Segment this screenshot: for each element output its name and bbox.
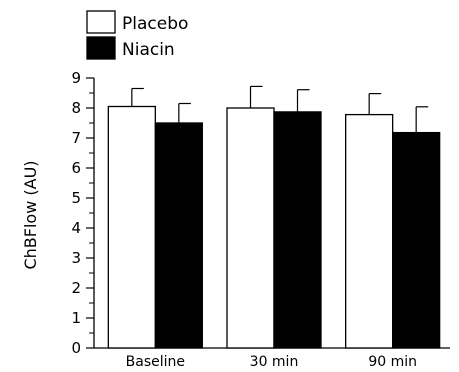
- category-label-baseline: Baseline: [126, 354, 185, 370]
- y-tick-label-0: 0: [71, 339, 81, 357]
- niacin-bar-30-min: [273, 111, 322, 349]
- category-label-90-min: 90 min: [368, 354, 417, 370]
- legend-swatch-placebo: [86, 10, 116, 34]
- y-tick-label-6: 6: [71, 159, 81, 177]
- bars: [107, 85, 441, 349]
- niacin-bar-baseline: [154, 122, 203, 349]
- y-tick-label-9: 9: [71, 69, 81, 87]
- y-tick-label-4: 4: [71, 219, 81, 237]
- placebo-bar-baseline: [107, 105, 156, 349]
- y-tick-label-3: 3: [71, 249, 81, 267]
- placebo-bar-90-min: [345, 113, 394, 349]
- y-tick-label-2: 2: [71, 279, 81, 297]
- y-tick-label-5: 5: [71, 189, 81, 207]
- category-label-30-min: 30 min: [250, 354, 299, 370]
- legend-label-placebo: Placebo: [122, 14, 188, 34]
- placebo-bar-30-min: [226, 107, 275, 349]
- x-axis: Baseline 30 min 90 min: [94, 347, 450, 370]
- y-tick-label-1: 1: [71, 309, 81, 327]
- legend-swatch-niacin: [86, 36, 116, 60]
- y-axis-label: ChBFlow (AU): [21, 160, 40, 269]
- legend: Placebo Niacin: [86, 10, 188, 60]
- niacin-bar-90-min: [392, 131, 441, 349]
- y-axis: 0 1 2 3 4 5 6 7 8 9: [71, 69, 95, 357]
- legend-label-niacin: Niacin: [122, 40, 175, 60]
- y-tick-label-8: 8: [71, 99, 81, 117]
- y-tick-label-7: 7: [71, 129, 81, 147]
